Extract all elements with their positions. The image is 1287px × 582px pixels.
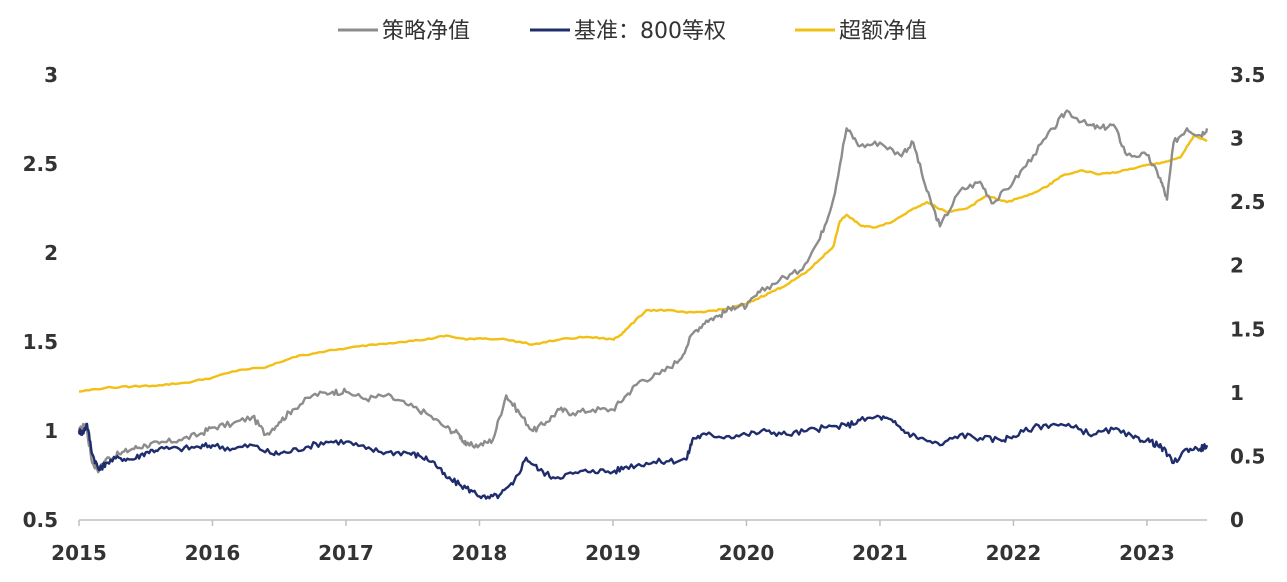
y-right-tick-label: 2 — [1230, 254, 1244, 278]
legend-label-strategy: 策略净值 — [382, 19, 470, 44]
axes: 2015 2016 2017 2018 2019 2020 2021 2022 20230.51… — [23, 63, 1266, 565]
x-tick-label: 2020 — [719, 541, 775, 565]
series-line-strategy — [77, 109, 1209, 474]
y-left-tick-label: 1.5 — [23, 330, 58, 354]
x-tick-label: 2015 — [51, 541, 107, 565]
y-right-tick-label: 0 — [1230, 508, 1244, 532]
legend-label-benchmark: 基准：800等权 — [574, 19, 726, 44]
y-right-tick-label: 2.5 — [1230, 190, 1265, 214]
x-tick-label: 2018 — [452, 541, 508, 565]
y-right-tick-label: 1.5 — [1230, 317, 1265, 341]
series-layer — [77, 109, 1209, 500]
x-tick-label: 2016 — [185, 541, 241, 565]
y-left-tick-label: 2.5 — [23, 152, 58, 176]
y-right-tick-label: 1 — [1230, 381, 1244, 405]
y-left-tick-label: 1 — [44, 419, 58, 443]
x-tick-label: 2019 — [585, 541, 641, 565]
series-line-excess — [78, 134, 1208, 393]
x-tick-label: 2022 — [986, 541, 1042, 565]
legend: 策略净值 基准：800等权 超额净值 — [338, 19, 927, 44]
y-right-tick-label: 0.5 — [1230, 444, 1265, 468]
y-left-tick-label: 0.5 — [23, 508, 58, 532]
y-left-tick-label: 3 — [44, 63, 58, 87]
x-tick-label: 2017 — [318, 541, 374, 565]
legend-label-excess: 超额净值 — [839, 19, 927, 44]
x-tick-label: 2021 — [852, 541, 908, 565]
y-right-tick-label: 3.5 — [1230, 63, 1265, 87]
y-right-tick-label: 3 — [1230, 127, 1244, 151]
y-left-tick-label: 2 — [44, 241, 58, 265]
series-line-benchmark — [77, 414, 1209, 500]
x-tick-label: 2023 — [1119, 541, 1175, 565]
